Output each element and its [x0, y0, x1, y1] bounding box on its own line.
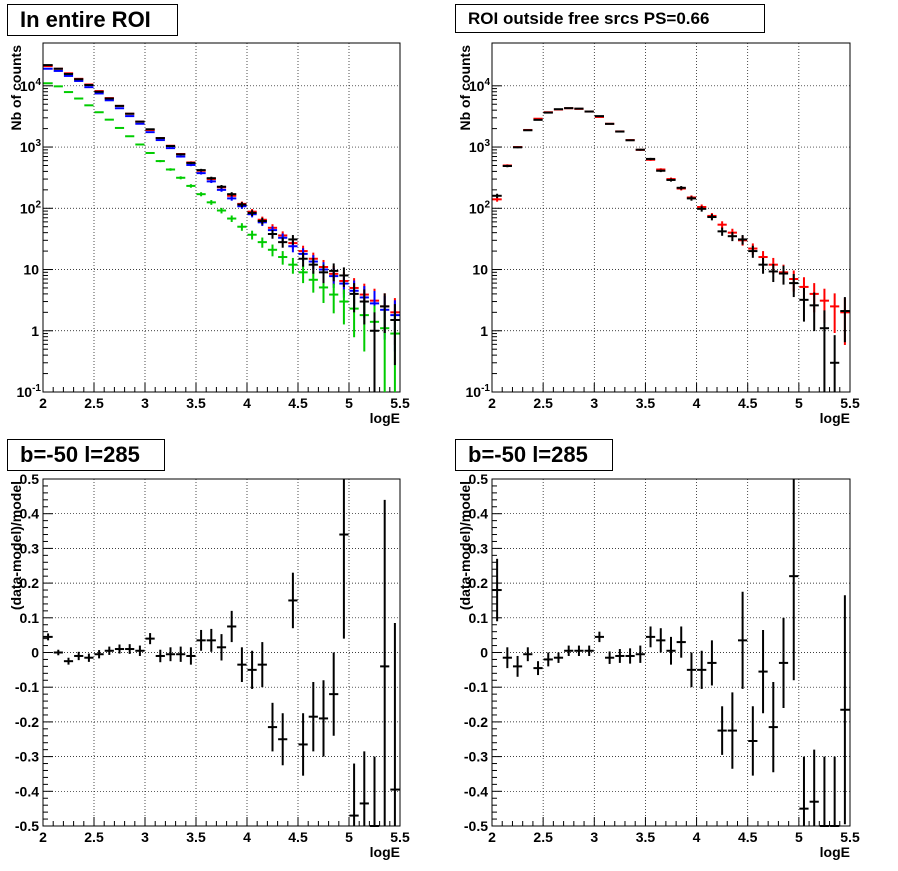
y-axis-title: (data-model)/model — [457, 481, 473, 610]
y-tick-label: 1 — [480, 323, 488, 339]
x-tick-label: 3 — [590, 395, 598, 411]
y-tick-label: -0.1 — [15, 679, 39, 695]
x-tick-label: 2 — [488, 395, 496, 411]
series-3 — [43, 64, 400, 392]
y-axis-title: Nb of counts — [457, 45, 473, 131]
x-tick-label: 2 — [39, 829, 47, 845]
x-tick-label: 2.5 — [533, 395, 553, 411]
y-tick-label: 0.3 — [469, 540, 489, 556]
panel-title-roi-outside: ROI outside free srcs PS=0.66 — [455, 4, 765, 33]
x-tick-label: 5.5 — [840, 395, 860, 411]
x-tick-label: 5 — [795, 829, 803, 845]
x-tick-label: 5 — [345, 829, 353, 845]
y-tick-label: -0.5 — [15, 818, 39, 834]
y-tick-label: 0.3 — [20, 540, 40, 556]
panel-title-residual-right: b=-50 l=285 — [455, 439, 613, 471]
x-tick-label: 4 — [243, 829, 251, 845]
x-tick-label: 3 — [141, 829, 149, 845]
y-tick-label: -0.3 — [464, 749, 488, 765]
y-tick-label: 10-1 — [466, 383, 491, 400]
x-tick-label: 4.5 — [288, 829, 308, 845]
x-tick-label: 3 — [141, 395, 149, 411]
y-tick-label: 0 — [480, 645, 488, 661]
x-tick-label: 4.5 — [738, 829, 758, 845]
x-tick-label: 2.5 — [533, 829, 553, 845]
x-axis-title: logE — [370, 410, 400, 426]
x-tick-label: 3.5 — [636, 829, 656, 845]
x-tick-label: 2.5 — [84, 829, 104, 845]
series-2 — [43, 82, 400, 392]
x-tick-label: 5.5 — [840, 829, 860, 845]
y-tick-label: 10-1 — [17, 383, 42, 400]
y-axis-title: (data-model)/model — [8, 481, 24, 610]
y-tick-label: -0.4 — [15, 783, 39, 799]
y-tick-label: 102 — [20, 199, 42, 216]
y-tick-label: 104 — [469, 77, 491, 94]
y-tick-label: -0.2 — [464, 714, 488, 730]
y-tick-label: 0.1 — [469, 610, 489, 626]
x-tick-label: 4.5 — [738, 395, 758, 411]
x-tick-label: 5.5 — [390, 829, 410, 845]
x-tick-label: 4 — [693, 395, 701, 411]
x-tick-label: 3 — [590, 829, 598, 845]
y-tick-label: 0.2 — [469, 575, 489, 591]
panel-title-residual-left: b=-50 l=285 — [7, 439, 165, 471]
y-tick-label: 0.5 — [469, 471, 489, 487]
plot-frame — [491, 42, 851, 393]
y-tick-label: 102 — [469, 199, 491, 216]
y-tick-label: 104 — [20, 77, 42, 94]
x-tick-label: 2.5 — [84, 395, 104, 411]
x-tick-label: 2 — [39, 395, 47, 411]
y-tick-label: -0.2 — [15, 714, 39, 730]
y-tick-label: 0.5 — [20, 471, 40, 487]
y-tick-label: 10 — [23, 262, 39, 278]
y-tick-label: 0.1 — [20, 610, 40, 626]
x-tick-label: 5 — [795, 395, 803, 411]
y-tick-label: 103 — [20, 138, 42, 155]
x-axis-title: logE — [820, 844, 850, 860]
y-tick-label: -0.5 — [464, 818, 488, 834]
y-tick-label: 0 — [31, 645, 39, 661]
x-tick-label: 4 — [243, 395, 251, 411]
x-tick-label: 3.5 — [186, 395, 206, 411]
x-tick-label: 5.5 — [390, 395, 410, 411]
x-axis-title: logE — [370, 844, 400, 860]
y-tick-label: 1 — [31, 323, 39, 339]
y-tick-label: 103 — [469, 138, 491, 155]
x-tick-label: 3.5 — [186, 829, 206, 845]
y-tick-label: -0.4 — [464, 783, 488, 799]
y-tick-label: 0.2 — [20, 575, 40, 591]
y-tick-label: -0.1 — [464, 679, 488, 695]
x-tick-label: 4.5 — [288, 395, 308, 411]
plot-frame — [42, 42, 401, 393]
y-tick-label: -0.3 — [15, 749, 39, 765]
x-tick-label: 3.5 — [636, 395, 656, 411]
series-0 — [43, 479, 400, 827]
series-0 — [492, 479, 850, 827]
y-tick-label: 10 — [472, 262, 488, 278]
series-1 — [492, 107, 850, 392]
y-axis-title: Nb of counts — [8, 45, 24, 131]
x-axis-title: logE — [820, 410, 850, 426]
x-tick-label: 2 — [488, 829, 496, 845]
panel-title-entire-roi: In entire ROI — [7, 4, 178, 36]
x-tick-label: 4 — [693, 829, 701, 845]
y-tick-label: 0.4 — [469, 506, 489, 522]
series-0 — [492, 107, 850, 345]
series-0 — [43, 65, 400, 345]
x-tick-label: 5 — [345, 395, 353, 411]
y-tick-label: 0.4 — [20, 506, 40, 522]
